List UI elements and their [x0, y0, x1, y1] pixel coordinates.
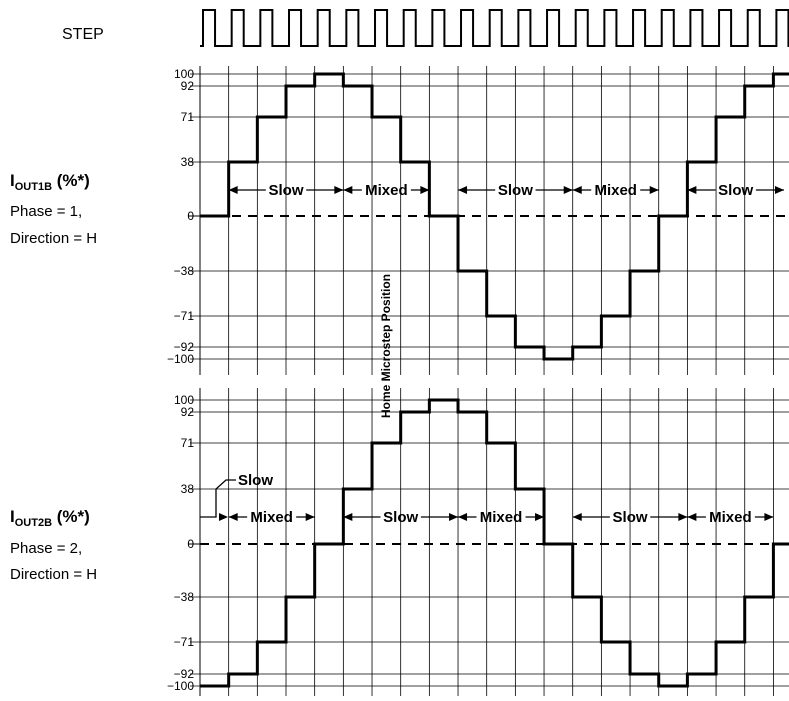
step-waveform — [200, 9, 789, 47]
panel1-current-label: IOUT1B (%*) — [10, 171, 90, 193]
panel1-mode-slow: Slow — [228, 182, 344, 199]
panel2-mode-mixed: Mixed — [687, 509, 774, 526]
y-axis-ticks: 1009271380−38−71−92−1001009271380−38−71−… — [167, 67, 194, 693]
mode-arrowhead-left — [343, 186, 353, 194]
mode-arrowhead-left — [687, 513, 697, 521]
panel1-mode-slow: Slow — [687, 182, 784, 199]
panel2-label-main: I — [10, 507, 15, 526]
panel1-mode-mixed: Mixed — [343, 182, 430, 199]
mode-arrowhead-right — [678, 513, 688, 521]
panel1-label-suffix: (%*) — [52, 171, 90, 190]
panel1-tick-label: −92 — [174, 340, 195, 354]
callout-label: Slow — [238, 472, 273, 489]
mode-arrowhead-left — [458, 513, 468, 521]
panel2-current-staircase — [200, 398, 789, 688]
panel2-mode-slow: Slow — [343, 509, 459, 526]
mode-arrowhead-right — [449, 513, 459, 521]
panel2-label-sub: OUT2B — [15, 517, 52, 529]
panel1-tick-label: −38 — [174, 264, 195, 278]
mode-arrowhead-right — [305, 513, 315, 521]
panel2-direction: Direction = H — [10, 566, 97, 583]
panel2-mode-mixed: Mixed — [458, 509, 545, 526]
panel1-current-staircase — [200, 72, 789, 361]
callout-leader — [200, 479, 236, 518]
panel1-tick-label: −100 — [167, 352, 194, 366]
panel2-tick-label: 100 — [174, 393, 194, 407]
mode-arrowhead-right — [420, 186, 430, 194]
mode-label: Slow — [383, 509, 418, 526]
mode-arrowhead-right — [775, 186, 784, 194]
mode-arrowhead-left — [572, 186, 582, 194]
panel1-tick-label: 38 — [181, 155, 195, 169]
mode-label: Mixed — [480, 509, 523, 526]
panel2-tick-label: −100 — [167, 679, 194, 693]
mode-label: Mixed — [250, 509, 293, 526]
panel2-mode-slow: Slow — [572, 509, 688, 526]
panel1-direction: Direction = H — [10, 230, 97, 247]
panel1-mode-slow: Slow — [458, 182, 573, 199]
mode-label: Slow — [498, 182, 533, 199]
panel2-current-label: IOUT2B (%*) — [10, 507, 90, 529]
panel1-tick-label: 100 — [174, 67, 194, 81]
mode-label: Slow — [269, 182, 304, 199]
panel2-tick-label: −71 — [174, 635, 195, 649]
panel2-mode-slow-callout: Slow — [200, 472, 273, 521]
mode-arrowhead-right — [535, 513, 545, 521]
home-microstep-label: Home Microstep Position — [379, 274, 393, 418]
callout-arrowhead — [219, 513, 228, 521]
panel2-tick-label: −92 — [174, 667, 195, 681]
mode-arrowhead-left — [572, 513, 582, 521]
decay-mode-annotations: Slow Mixed Slow Mixed Slow Mixed Slow Mixed Slow… — [200, 182, 784, 526]
panel1-mode-mixed: Mixed — [572, 182, 659, 199]
mode-arrowhead-left — [228, 186, 238, 194]
mode-label: Mixed — [365, 182, 408, 199]
panel2-tick-label: 38 — [181, 482, 195, 496]
panel1-tick-label: −71 — [174, 309, 195, 323]
panel1-tick-label: 71 — [181, 110, 195, 124]
step-label: STEP — [62, 26, 104, 43]
mode-arrowhead-right — [764, 513, 774, 521]
current-waveforms — [200, 72, 789, 688]
panel1-label-sub: OUT1B — [15, 181, 52, 193]
mode-label: Mixed — [594, 182, 637, 199]
mode-arrowhead-right — [334, 186, 344, 194]
mode-label: Slow — [613, 509, 648, 526]
panel1-tick-label: 92 — [181, 79, 195, 93]
panel1-phase: Phase = 1, — [10, 203, 82, 220]
panel2-tick-label: 0 — [187, 537, 194, 551]
panel1-label-main: I — [10, 171, 15, 190]
panel2-tick-label: 92 — [181, 405, 195, 419]
mode-arrowhead-left — [228, 513, 238, 521]
panel1-tick-label: 0 — [187, 209, 194, 223]
mode-label: Mixed — [709, 509, 752, 526]
mode-arrowhead-left — [343, 513, 353, 521]
panel2-tick-label: −38 — [174, 590, 195, 604]
mode-arrowhead-left — [458, 186, 468, 194]
mode-arrowhead-left — [687, 186, 697, 194]
mode-arrowhead-right — [649, 186, 659, 194]
step-pulse-train — [200, 9, 789, 47]
mode-arrowhead-right — [563, 186, 573, 194]
panel2-phase: Phase = 2, — [10, 540, 82, 557]
mode-label: Slow — [718, 182, 753, 199]
panel2-tick-label: 71 — [181, 436, 195, 450]
panel2-label-suffix: (%*) — [52, 507, 90, 526]
panel2-mode-mixed: Mixed — [228, 509, 315, 526]
